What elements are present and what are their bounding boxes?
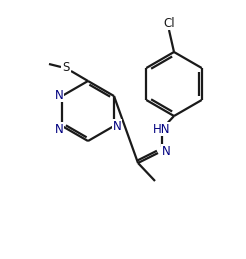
Text: N: N [162,145,170,157]
Text: Cl: Cl [163,17,175,30]
Text: N: N [55,123,63,135]
Text: HN: HN [153,123,171,135]
Text: N: N [113,119,121,133]
Text: S: S [62,61,70,74]
Text: N: N [55,89,63,102]
